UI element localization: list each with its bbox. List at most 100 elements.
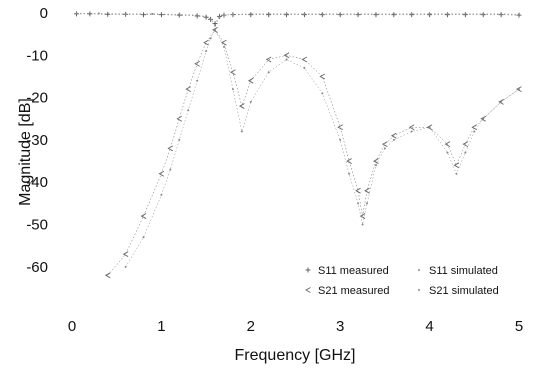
data-point [321, 92, 324, 95]
x-tick-label: 2 [247, 318, 255, 335]
x-tick-label: 4 [425, 318, 433, 335]
data-point [187, 109, 190, 112]
data-point [196, 14, 199, 17]
data-point [319, 73, 326, 80]
x-tick-label: 5 [515, 318, 523, 335]
data-point [205, 15, 208, 18]
data-point [473, 130, 476, 133]
data-point [238, 103, 245, 109]
y-tick-label: -50 [26, 217, 48, 234]
data-point [455, 172, 458, 175]
data-point [141, 12, 147, 18]
data-point [285, 58, 288, 61]
legend: S11 measured S11 simulated S21 measured S21… [305, 265, 499, 297]
legend-entry: S11 measured [305, 265, 389, 277]
data-point [231, 88, 234, 91]
data-point [196, 79, 199, 82]
data-point [366, 202, 369, 205]
data-point [464, 151, 467, 154]
data-point [142, 236, 145, 239]
y-axis-ticks: 0 -10 -20 -30 -40 -50 -60 [26, 5, 48, 276]
data-point [209, 18, 212, 21]
data-point [303, 67, 306, 69]
y-tick-label: 0 [40, 5, 48, 22]
data-point [104, 272, 111, 279]
data-point [240, 130, 243, 133]
legend-label: S21 simulated [429, 285, 499, 297]
data-point [185, 86, 191, 93]
data-point [301, 56, 308, 63]
data-point [221, 39, 227, 46]
series-1 [75, 12, 520, 27]
legend-entry: S21 measured [305, 285, 390, 297]
data-point [355, 187, 361, 194]
series-line [76, 13, 520, 27]
data-point [222, 14, 225, 17]
legend-marker [418, 269, 420, 271]
data-point [87, 11, 93, 17]
data-point [346, 158, 352, 164]
data-point [446, 151, 449, 154]
data-point [205, 50, 208, 53]
data-point [231, 13, 234, 16]
legend-marker [305, 287, 311, 293]
data-point [176, 115, 182, 122]
x-axis-label: Frequency [GHz] [235, 347, 356, 364]
data-point [218, 16, 221, 19]
data-point [229, 69, 236, 76]
series-2 [104, 27, 522, 279]
legend-entry: S21 simulated [418, 285, 499, 297]
data-point [339, 12, 342, 15]
y-tick-label: -10 [26, 47, 48, 64]
data-point [105, 11, 111, 17]
data-point [194, 60, 200, 67]
y-tick-label: -30 [26, 132, 48, 149]
data-point [249, 12, 252, 15]
legend-label: S11 measured [318, 265, 389, 277]
legend-marker [305, 267, 311, 273]
data-point [337, 124, 343, 131]
series-line [107, 29, 520, 276]
data-point [446, 12, 449, 15]
series-line [125, 29, 520, 267]
data-point [392, 12, 395, 15]
data-point [518, 88, 520, 91]
data-point [122, 251, 129, 258]
data-point [381, 141, 388, 148]
data-point [178, 138, 181, 141]
data-point [392, 138, 395, 141]
data-point [462, 141, 469, 148]
data-point [75, 12, 78, 15]
data-point [464, 12, 467, 15]
x-tick-label: 3 [336, 318, 344, 335]
series-line [76, 13, 520, 24]
data-point [428, 12, 431, 15]
data-point [480, 115, 486, 122]
data-point [283, 52, 290, 59]
series-0 [73, 11, 522, 27]
data-point [410, 130, 413, 133]
data-point [267, 12, 270, 15]
legend-marker [418, 289, 420, 291]
y-axis-label: Magnitude [dB] [17, 98, 34, 206]
plot-area [73, 11, 522, 279]
y-tick-label: -40 [26, 174, 48, 191]
data-point [357, 12, 360, 15]
data-point [518, 13, 520, 16]
data-point [265, 56, 272, 63]
data-point [482, 12, 485, 15]
data-point [453, 162, 460, 169]
series-3 [124, 28, 520, 268]
x-axis-ticks: 0 1 2 3 4 5 [68, 318, 523, 335]
data-point [339, 138, 342, 141]
data-point [500, 100, 503, 103]
data-point [498, 98, 504, 105]
data-point [516, 86, 522, 93]
data-point [361, 223, 364, 226]
data-point [178, 13, 181, 16]
data-point [203, 39, 209, 46]
legend-label: S21 measured [318, 285, 390, 297]
data-point [303, 12, 306, 15]
data-point [158, 170, 165, 177]
data-point [214, 24, 217, 27]
